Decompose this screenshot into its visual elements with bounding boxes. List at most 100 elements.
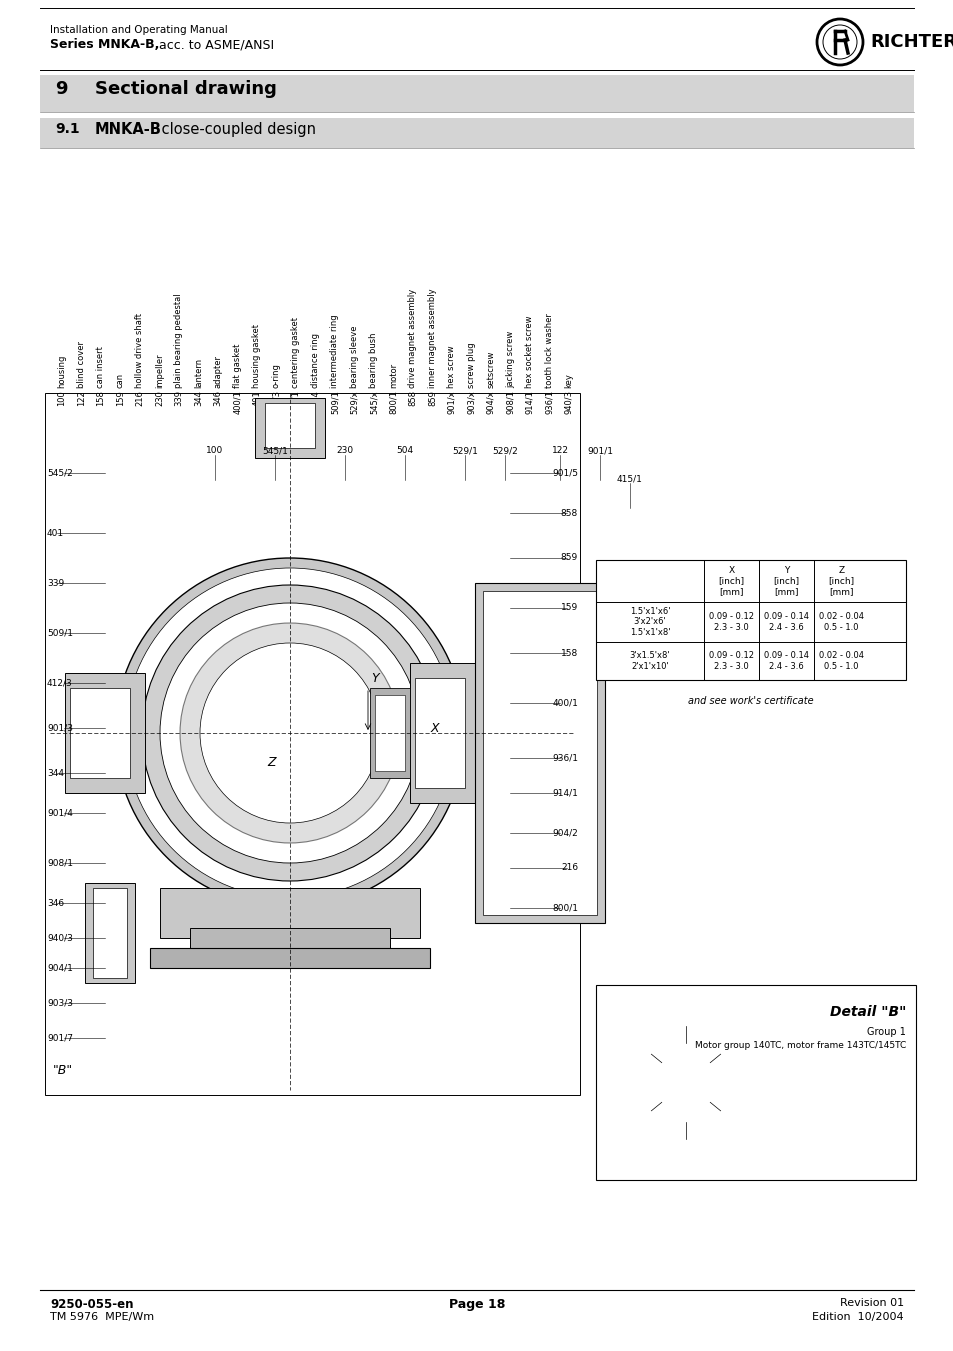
Circle shape: [125, 567, 455, 898]
Text: Motor group 140TC, motor frame 143TC/145TC: Motor group 140TC, motor frame 143TC/145…: [694, 1042, 905, 1050]
Text: hex screw: hex screw: [447, 346, 456, 388]
Text: tooth lock washer: tooth lock washer: [544, 313, 554, 388]
Text: 9.1: 9.1: [55, 122, 79, 136]
Text: Z
[inch]
[mm]: Z [inch] [mm]: [827, 566, 854, 596]
Bar: [85, 884, 135, 984]
Text: adapter: adapter: [213, 355, 222, 388]
Text: Y: Y: [371, 671, 378, 685]
Text: housing gasket: housing gasket: [253, 324, 261, 388]
Text: 401: 401: [253, 390, 261, 405]
Text: X: X: [430, 721, 438, 735]
Text: 0.09 - 0.12
2.3 - 3.0: 0.09 - 0.12 2.3 - 3.0: [708, 612, 753, 632]
Bar: [482, 590, 597, 915]
Bar: [596, 561, 905, 680]
Text: impeller: impeller: [154, 354, 164, 388]
Text: Page 18: Page 18: [448, 1298, 505, 1310]
Text: "B": "B": [53, 1065, 73, 1077]
Text: 415/1: 415/1: [292, 390, 300, 413]
Text: 346: 346: [213, 390, 222, 407]
Text: plain bearing pedestal: plain bearing pedestal: [174, 293, 183, 388]
Bar: [596, 985, 915, 1179]
Text: 159: 159: [116, 390, 125, 405]
Bar: [40, 76, 913, 112]
Text: 529/x: 529/x: [350, 390, 358, 413]
Text: inner magnet assembly: inner magnet assembly: [428, 288, 436, 388]
Text: X
[inch]
[mm]: X [inch] [mm]: [718, 566, 743, 596]
Text: hex socket screw: hex socket screw: [525, 316, 534, 388]
Text: 859: 859: [428, 390, 436, 405]
Text: drive magnet assembly: drive magnet assembly: [408, 289, 417, 388]
Text: 901/1: 901/1: [586, 446, 613, 455]
Text: Edition  10/2004: Edition 10/2004: [812, 1312, 903, 1323]
Bar: [65, 673, 145, 793]
Text: 400/1: 400/1: [233, 390, 242, 413]
Text: 545/1: 545/1: [262, 446, 288, 455]
Text: 401: 401: [47, 528, 64, 538]
Text: 800/1: 800/1: [389, 390, 397, 413]
Text: 122: 122: [551, 446, 568, 455]
Text: Z: Z: [268, 757, 276, 770]
Text: Y
[inch]
[mm]: Y [inch] [mm]: [773, 566, 799, 596]
Text: 904/1: 904/1: [47, 963, 72, 973]
Text: 901/5: 901/5: [552, 469, 578, 477]
Text: bearing sleeve: bearing sleeve: [350, 326, 358, 388]
Bar: [45, 393, 579, 1096]
Text: 936/1: 936/1: [544, 390, 554, 415]
Text: 529/1: 529/1: [452, 446, 477, 455]
Text: 344: 344: [193, 390, 203, 405]
Text: 914/1: 914/1: [525, 390, 534, 413]
Text: 9250-055-en: 9250-055-en: [50, 1298, 133, 1310]
Text: 545/x: 545/x: [369, 390, 378, 413]
Text: 914/1: 914/1: [552, 789, 578, 797]
Text: key: key: [564, 373, 573, 388]
Text: 9: 9: [55, 80, 68, 99]
Text: and see work's certificate: and see work's certificate: [687, 696, 813, 707]
Bar: [70, 688, 130, 778]
Text: setscrew: setscrew: [486, 351, 495, 388]
Circle shape: [670, 1067, 700, 1097]
Bar: [415, 678, 464, 788]
Circle shape: [180, 623, 399, 843]
Text: 344: 344: [47, 769, 64, 777]
Text: 158: 158: [96, 390, 106, 405]
Text: hollow drive shaft: hollow drive shaft: [135, 313, 144, 388]
Text: 901/3: 901/3: [47, 724, 73, 732]
Text: 901/4: 901/4: [47, 808, 72, 817]
Text: 159: 159: [560, 604, 578, 612]
Text: intermediate ring: intermediate ring: [330, 315, 339, 388]
Text: 509/1: 509/1: [330, 390, 339, 413]
Text: 346: 346: [47, 898, 64, 908]
Bar: [375, 694, 405, 771]
Text: distance ring: distance ring: [311, 332, 319, 388]
Text: 904/x: 904/x: [486, 390, 495, 413]
Text: blind cover: blind cover: [77, 340, 86, 388]
Circle shape: [645, 1043, 725, 1123]
Text: Group 1: Group 1: [866, 1027, 905, 1038]
Circle shape: [115, 558, 464, 908]
Text: flat gasket: flat gasket: [233, 343, 242, 388]
Text: 545/2: 545/2: [47, 469, 72, 477]
Bar: [150, 948, 430, 969]
Bar: [370, 688, 410, 778]
Circle shape: [142, 585, 437, 881]
Text: 339: 339: [174, 390, 183, 407]
Text: 908/1: 908/1: [47, 858, 73, 867]
Text: 504: 504: [311, 390, 319, 405]
Circle shape: [658, 1055, 713, 1111]
Bar: [160, 888, 419, 938]
Text: close-coupled design: close-coupled design: [157, 122, 315, 136]
Text: 158: 158: [560, 648, 578, 658]
Circle shape: [250, 684, 330, 763]
Text: 903/3: 903/3: [47, 998, 73, 1008]
Circle shape: [620, 1017, 750, 1147]
Text: 100: 100: [57, 390, 67, 405]
Text: 122: 122: [77, 390, 86, 405]
Text: TM 5976  MPE/Wm: TM 5976 MPE/Wm: [50, 1312, 154, 1323]
Text: 903/x: 903/x: [467, 390, 476, 413]
Text: MNKA-B: MNKA-B: [95, 122, 162, 136]
Text: 412/3: 412/3: [272, 390, 281, 413]
Text: 0.02 - 0.04
0.5 - 1.0: 0.02 - 0.04 0.5 - 1.0: [818, 651, 863, 670]
Bar: [475, 584, 604, 923]
Text: housing: housing: [57, 354, 67, 388]
Text: Revision 01: Revision 01: [839, 1298, 903, 1308]
